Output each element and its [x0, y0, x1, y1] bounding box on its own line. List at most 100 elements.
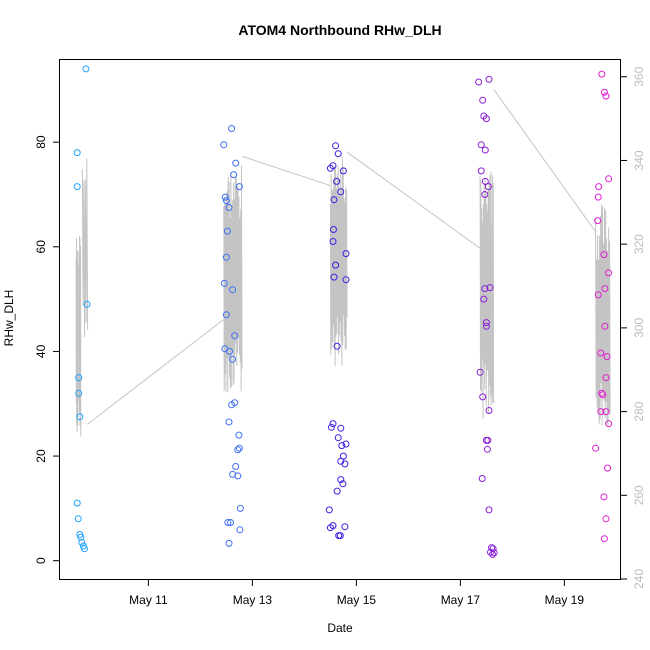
data-point	[338, 442, 346, 450]
data-point	[231, 399, 239, 407]
y2-tick-label: 300	[632, 318, 646, 338]
data-point	[325, 506, 333, 514]
data-point	[482, 322, 490, 330]
point-series	[73, 65, 613, 558]
data-point	[484, 183, 492, 191]
data-point	[83, 300, 91, 308]
data-point	[597, 349, 605, 357]
data-point	[231, 332, 239, 340]
data-point	[332, 261, 340, 269]
data-point	[225, 204, 233, 211]
data-point	[599, 391, 607, 399]
data-point	[594, 217, 602, 225]
data-point	[601, 285, 609, 293]
line-segment	[75, 235, 82, 437]
y2-tick-label: 360	[632, 66, 646, 86]
data-point	[235, 183, 243, 191]
y2-tick-label: 340	[632, 150, 646, 170]
data-point	[605, 420, 613, 428]
data-point	[337, 424, 345, 432]
data-point	[220, 279, 228, 287]
y-tick-label: 20	[34, 449, 48, 463]
data-point	[485, 407, 493, 414]
data-point	[477, 167, 485, 175]
data-point	[334, 150, 342, 158]
data-point	[598, 389, 606, 397]
y-tick-label: 40	[34, 344, 48, 358]
data-point	[490, 549, 498, 557]
x-axis-label: Date	[327, 621, 353, 635]
axes: 0 20 40 60 80 240 260 280 300 320 340 360 May 11 May …	[34, 66, 646, 607]
data-point	[594, 291, 602, 299]
data-point	[339, 167, 347, 175]
data-point	[342, 440, 350, 448]
data-point	[78, 538, 86, 546]
data-point	[478, 475, 486, 482]
data-point	[594, 193, 602, 201]
line-bridge	[87, 319, 225, 425]
data-point	[341, 460, 349, 468]
data-point	[227, 519, 234, 526]
data-point	[483, 445, 491, 453]
data-point	[602, 374, 610, 382]
x-tick-label: May 19	[545, 593, 585, 607]
line-segment	[329, 155, 348, 367]
data-point	[605, 175, 613, 183]
data-point	[334, 434, 342, 442]
data-point	[75, 374, 83, 382]
line-bridge	[346, 151, 481, 249]
data-point	[236, 526, 244, 534]
data-point	[479, 96, 487, 104]
data-point	[330, 196, 338, 204]
x-tick-label: May 11	[129, 593, 168, 607]
data-point	[605, 269, 613, 277]
data-point	[486, 284, 494, 292]
x-tick-label: May 13	[233, 593, 273, 607]
data-point	[333, 487, 341, 495]
data-point	[600, 493, 608, 501]
data-point	[333, 177, 341, 185]
data-point	[332, 142, 340, 150]
data-point	[479, 393, 487, 401]
data-point	[73, 149, 81, 157]
data-point	[230, 171, 238, 179]
line-segment	[81, 158, 89, 338]
data-point	[592, 444, 600, 452]
chart-title: ATOM4 Northbound RHw_DLH	[238, 22, 441, 38]
data-point	[327, 423, 335, 431]
line-segment	[595, 204, 611, 425]
data-point	[336, 532, 344, 540]
data-point	[225, 418, 233, 426]
data-point	[77, 533, 85, 541]
data-point	[482, 319, 490, 327]
data-point	[222, 197, 230, 205]
line-bridge	[241, 155, 331, 187]
data-point	[220, 141, 228, 149]
data-point	[481, 285, 489, 293]
y-tick-label: 80	[34, 135, 48, 149]
y2-tick-label: 320	[632, 234, 646, 254]
x-tick-label: May 15	[337, 593, 377, 607]
data-point	[480, 295, 488, 303]
data-point	[329, 162, 337, 170]
data-point	[234, 472, 242, 480]
line-segment	[479, 171, 495, 419]
data-point	[228, 125, 236, 132]
data-point	[489, 550, 497, 558]
data-point	[329, 420, 337, 428]
data-point	[232, 159, 240, 167]
data-point	[484, 436, 492, 444]
data-point	[73, 183, 81, 191]
y2-tick-label: 260	[632, 485, 646, 505]
data-point	[235, 431, 243, 439]
data-point	[82, 65, 90, 73]
data-point	[329, 238, 337, 245]
data-point	[481, 191, 489, 198]
y-tick-label: 60	[34, 240, 48, 254]
data-point	[602, 408, 610, 416]
data-point	[598, 70, 606, 78]
data-point	[333, 342, 341, 350]
data-point	[601, 322, 609, 330]
data-point	[485, 75, 493, 83]
